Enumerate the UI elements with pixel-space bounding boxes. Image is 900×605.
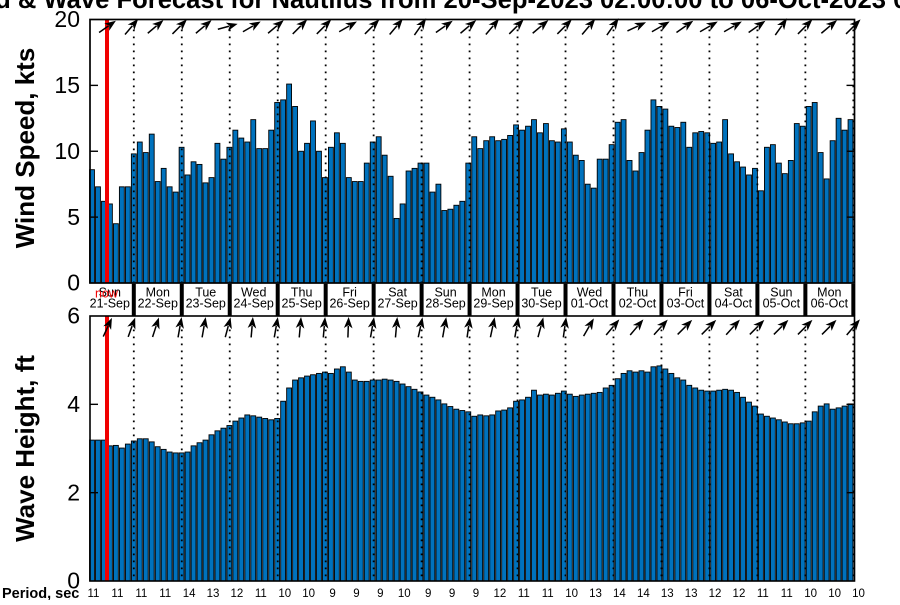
svg-text:9: 9: [353, 588, 359, 600]
svg-text:12: 12: [494, 588, 507, 600]
svg-text:11: 11: [518, 588, 530, 600]
svg-text:14: 14: [613, 588, 626, 600]
svg-text:22-Sep: 22-Sep: [138, 297, 178, 311]
svg-text:14: 14: [637, 588, 650, 600]
svg-text:03-Oct: 03-Oct: [667, 297, 705, 311]
svg-text:11: 11: [88, 588, 100, 600]
svg-text:20: 20: [54, 6, 80, 32]
svg-text:30-Sep: 30-Sep: [521, 297, 561, 311]
svg-text:0: 0: [67, 270, 80, 296]
svg-text:13: 13: [589, 588, 602, 600]
svg-text:6: 6: [67, 303, 80, 329]
svg-text:2: 2: [67, 479, 80, 505]
svg-text:10: 10: [278, 588, 291, 600]
svg-text:Wind Speed, kts: Wind Speed, kts: [10, 48, 40, 249]
svg-text:10: 10: [804, 588, 817, 600]
svg-text:now: now: [95, 287, 119, 301]
svg-text:06-Oct: 06-Oct: [811, 297, 849, 311]
svg-text:11: 11: [757, 588, 769, 600]
svg-text:10: 10: [398, 588, 411, 600]
svg-text:27-Sep: 27-Sep: [377, 297, 417, 311]
svg-text:28-Sep: 28-Sep: [425, 297, 465, 311]
svg-text:24-Sep: 24-Sep: [234, 297, 274, 311]
svg-text:Period, sec: Period, sec: [2, 586, 79, 600]
svg-text:11: 11: [542, 588, 554, 600]
svg-text:13: 13: [661, 588, 674, 600]
svg-text:13: 13: [685, 588, 698, 600]
svg-text:9: 9: [449, 588, 455, 600]
svg-text:11: 11: [111, 588, 123, 600]
svg-text:12: 12: [231, 588, 244, 600]
svg-text:Wind & Wave Forecast for Nauti: Wind & Wave Forecast for Nautilus from 2…: [0, 0, 900, 14]
svg-text:10: 10: [565, 588, 578, 600]
svg-text:9: 9: [425, 588, 431, 600]
svg-text:13: 13: [207, 588, 220, 600]
svg-text:11: 11: [255, 588, 267, 600]
svg-text:05-Oct: 05-Oct: [763, 297, 801, 311]
svg-text:25-Sep: 25-Sep: [282, 297, 322, 311]
svg-text:26-Sep: 26-Sep: [329, 297, 369, 311]
svg-text:01-Oct: 01-Oct: [571, 297, 609, 311]
svg-text:12: 12: [733, 588, 746, 600]
svg-text:9: 9: [473, 588, 479, 600]
svg-text:02-Oct: 02-Oct: [619, 297, 657, 311]
svg-text:9: 9: [329, 588, 335, 600]
svg-text:9: 9: [377, 588, 383, 600]
svg-text:11: 11: [135, 588, 147, 600]
svg-text:14: 14: [183, 588, 196, 600]
svg-text:23-Sep: 23-Sep: [186, 297, 226, 311]
svg-text:29-Sep: 29-Sep: [473, 297, 513, 311]
svg-text:4: 4: [67, 391, 80, 417]
svg-text:10: 10: [54, 138, 80, 164]
svg-text:10: 10: [828, 588, 841, 600]
svg-text:15: 15: [54, 72, 80, 98]
svg-text:04-Oct: 04-Oct: [715, 297, 753, 311]
svg-text:11: 11: [781, 588, 793, 600]
svg-text:10: 10: [302, 588, 315, 600]
svg-text:5: 5: [67, 204, 80, 230]
svg-text:11: 11: [159, 588, 171, 600]
svg-text:10: 10: [852, 588, 865, 600]
svg-text:Wave Height, ft: Wave Height, ft: [10, 355, 40, 542]
svg-text:12: 12: [709, 588, 722, 600]
